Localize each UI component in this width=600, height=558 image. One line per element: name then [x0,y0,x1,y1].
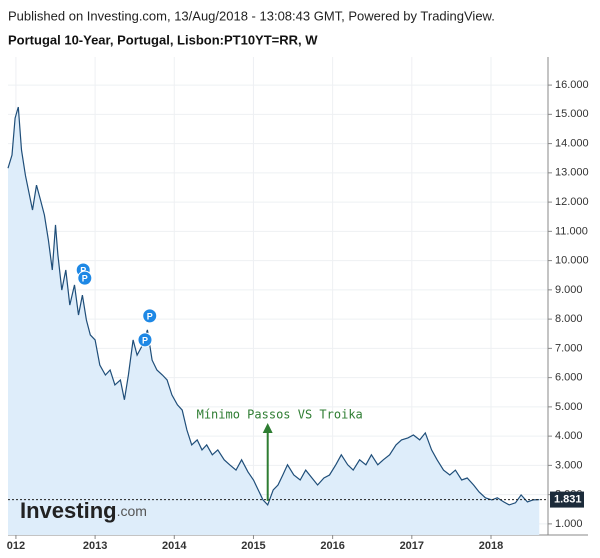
y-tick-label: 4.000 [555,430,583,442]
x-tick-label: 2016 [320,540,344,552]
last-value-box [550,491,584,508]
y-tick-label: 6.000 [555,372,583,384]
event-marker [142,308,158,324]
y-tick-label: 14.000 [555,137,589,149]
y-tick-label: 1.000 [555,518,583,530]
last-value-label: 1.831 [554,493,582,505]
x-tick-label: 2018 [479,540,503,552]
x-tick-label: 012 [7,540,25,552]
y-tick-label: 11.000 [555,225,588,237]
y-tick-label: 7.000 [555,342,583,354]
event-marker [77,270,93,286]
y-tick-label: 15.000 [555,108,589,120]
event-label: P [142,335,148,345]
watermark: Investing.com [20,498,147,523]
y-tick-label: 16.000 [555,79,589,91]
y-tick-label: 12.000 [555,196,589,208]
y-tick-label: 9.000 [555,284,583,296]
header: Published on Investing.com, 13/Aug/2018 … [8,8,495,23]
event-label: P [80,265,86,275]
x-tick-label: 2015 [241,540,265,552]
x-tick-label: 2017 [400,540,424,552]
x-tick-label: 2013 [83,540,107,552]
line [7,106,540,507]
y-tick-label: 5.000 [555,401,583,413]
event-label: P [82,274,88,284]
y-tick-label: 13.000 [555,167,589,179]
event-marker [137,332,153,348]
y-tick-label: 3.000 [555,459,583,471]
chart-title: Portugal 10-Year, Portugal, Lisbon:PT10Y… [8,32,318,47]
watermark-brand: Investing [20,498,117,523]
x-tick-label: 2014 [162,540,187,552]
annotation: Mínimo Passos VS Troika [197,408,363,422]
event-label: P [147,311,153,321]
y-tick-label: 8.000 [555,313,583,325]
watermark-domain: .com [117,503,147,519]
y-tick-label: 10.000 [555,255,589,267]
area [8,107,540,535]
